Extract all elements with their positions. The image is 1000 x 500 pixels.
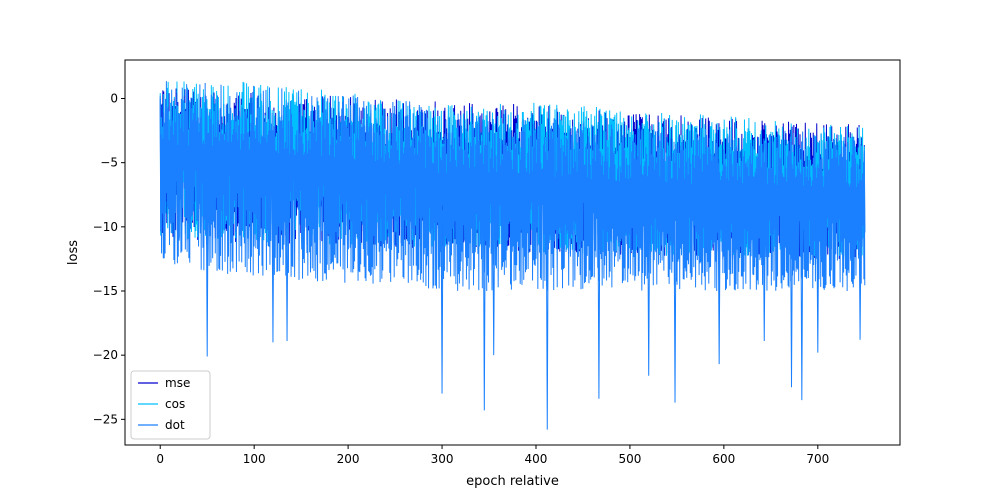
series-layer [159, 81, 866, 430]
spike-dot [271, 193, 275, 343]
legend-box [130, 370, 211, 440]
spike-dot [790, 218, 793, 388]
plot-area-frame [124, 59, 901, 446]
spike-dot [816, 219, 820, 353]
y-tick-label: −15 [93, 284, 118, 298]
y-tick-label: −10 [93, 220, 118, 234]
legend-label-mse: mse [165, 376, 190, 390]
spike-dot [717, 217, 721, 365]
y-tick-label: 0 [110, 92, 118, 106]
x-axis: 0 100 200 300 400 500 600 700 [156, 445, 829, 466]
spike-dot [647, 216, 651, 376]
y-tick-label: −20 [93, 348, 118, 362]
x-tick-label: 0 [156, 452, 164, 466]
spike-dot [673, 216, 677, 403]
spike-dot [858, 220, 862, 340]
x-tick-label: 400 [525, 452, 548, 466]
spike-dot [440, 210, 444, 394]
y-tick-label: −5 [100, 156, 118, 170]
x-tick-label: 200 [337, 452, 360, 466]
x-tick-label: 600 [712, 452, 735, 466]
spike-dot [762, 218, 766, 342]
y-axis: 0 −5 −10 −15 −20 −25 [93, 92, 125, 426]
spike-dot [285, 194, 289, 342]
spike-dot [597, 214, 601, 399]
x-tick-label: 500 [618, 452, 641, 466]
spike-dot [482, 210, 486, 411]
legend-label-cos: cos [165, 397, 185, 411]
spike-dot [492, 211, 496, 356]
x-axis-label: epoch relative [466, 474, 559, 489]
spike-dot [545, 212, 549, 430]
spike-dot [800, 219, 804, 401]
x-tick-label: 700 [806, 452, 829, 466]
y-axis-label: loss [66, 240, 81, 265]
y-tick-label: −25 [93, 412, 118, 426]
legend-label-dot: dot [165, 418, 185, 432]
series-line-dot [159, 81, 866, 291]
x-tick-label: 100 [243, 452, 266, 466]
spike-dot [205, 186, 209, 357]
legend: mse cos dot [130, 370, 211, 440]
x-tick-label: 300 [431, 452, 454, 466]
